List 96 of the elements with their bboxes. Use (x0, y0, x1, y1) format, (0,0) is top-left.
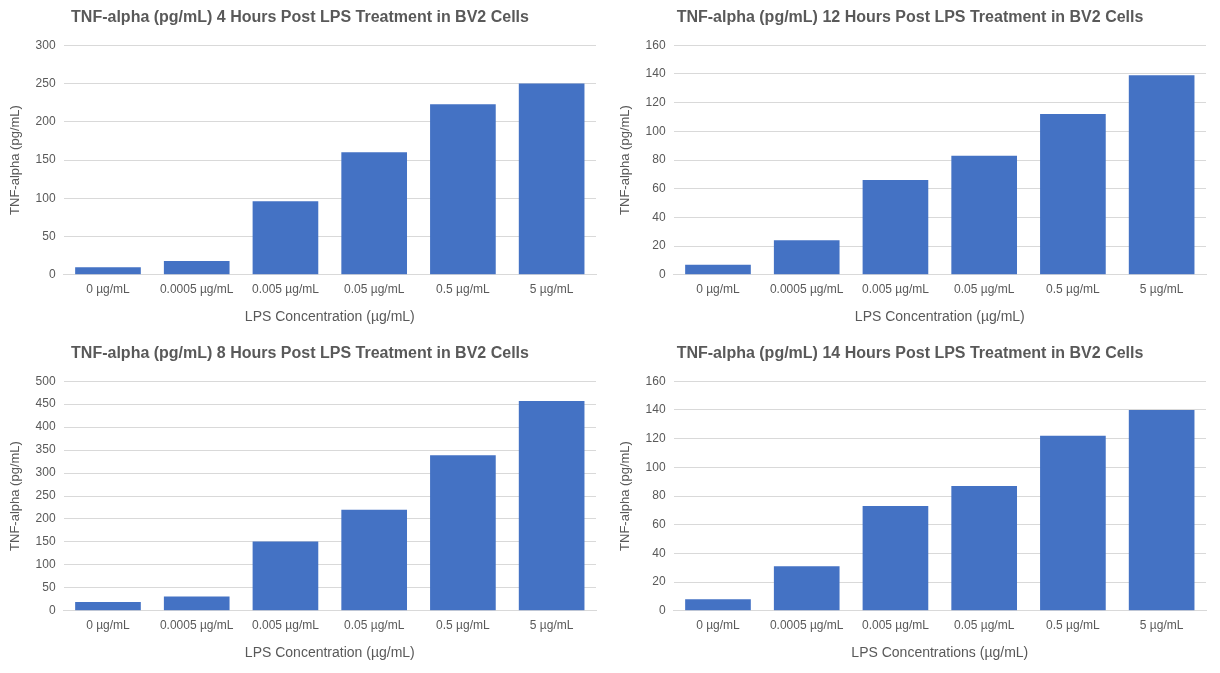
x-tick-label: 0.0005 µg/mL (769, 618, 844, 633)
y-tick-label: 300 (35, 37, 56, 52)
x-tick-label: 0.0005 µg/mL (769, 282, 844, 297)
y-tick-label: 140 (645, 402, 666, 417)
bar (773, 566, 840, 611)
x-tick-label: 0.05 µg/mL (954, 618, 1015, 633)
bar (951, 485, 1018, 611)
y-tick-label: 400 (35, 419, 56, 434)
x-axis-title: LPS Concentrations (µg/mL) (851, 644, 1029, 661)
chart-title: TNF-alpha (pg/mL) 12 Hours Post LPS Treatment in BV2 Cells (676, 8, 1144, 26)
bar (75, 267, 141, 275)
y-tick-label: 100 (35, 557, 56, 572)
y-tick-label: 20 (652, 238, 666, 253)
y-tick-label: 500 (35, 373, 56, 388)
bar (862, 180, 929, 275)
bar (773, 240, 840, 275)
y-tick-label: 0 (48, 267, 56, 282)
x-tick-label: 0.5 µg/mL (436, 618, 491, 633)
x-tick-label: 0.05 µg/mL (344, 282, 405, 297)
x-tick-label: 0.05 µg/mL (954, 282, 1015, 297)
y-tick-label: 60 (652, 181, 666, 196)
y-tick-label: 350 (35, 442, 56, 457)
y-tick-label: 20 (652, 574, 666, 589)
bar (1040, 114, 1106, 275)
y-tick-label: 150 (35, 152, 56, 167)
y-tick-label: 160 (645, 373, 666, 388)
bar (685, 264, 751, 275)
bar (341, 509, 408, 611)
y-tick-label: 200 (35, 114, 56, 129)
bar (1128, 409, 1195, 611)
x-tick-label: 0.005 µg/mL (861, 618, 930, 633)
x-tick-label: 0.5 µg/mL (436, 282, 491, 297)
chart-title: TNF-alpha (pg/mL) 14 Hours Post LPS Treatment in BV2 Cells (676, 344, 1144, 362)
y-tick-label: 450 (35, 396, 56, 411)
bar (252, 541, 319, 611)
x-tick-label: 5 µg/mL (529, 618, 574, 633)
x-axis-title: LPS Concentration (µg/mL) (244, 308, 415, 325)
y-tick-label: 100 (35, 190, 56, 205)
bar (1040, 435, 1106, 611)
bar (163, 261, 230, 275)
y-tick-label: 140 (645, 66, 666, 81)
bar (430, 455, 496, 611)
bar (163, 596, 230, 611)
chart-title: TNF-alpha (pg/mL) 8 Hours Post LPS Treatment in BV2 Cells (71, 344, 530, 362)
x-tick-label: 5 µg/mL (529, 282, 574, 297)
y-tick-label: 100 (645, 123, 666, 138)
y-tick-label: 80 (652, 152, 666, 167)
x-tick-label: 0.005 µg/mL (861, 282, 930, 297)
bar (341, 152, 408, 275)
y-tick-label: 120 (645, 430, 666, 445)
y-axis-title: TNF-alpha (pg/mL) (7, 441, 23, 551)
y-tick-label: 40 (652, 209, 666, 224)
y-tick-label: 80 (652, 488, 666, 503)
bar (518, 83, 585, 275)
bar (518, 400, 585, 611)
bar (430, 104, 496, 275)
x-tick-label: 0.005 µg/mL (251, 618, 320, 633)
bar (862, 506, 929, 611)
x-tick-label: 0.05 µg/mL (344, 618, 405, 633)
bar (951, 155, 1018, 275)
x-tick-label: 0 µg/mL (86, 282, 131, 297)
bar (685, 599, 751, 611)
y-axis-title: TNF-alpha (pg/mL) (617, 441, 633, 551)
y-tick-label: 50 (42, 580, 56, 595)
x-tick-label: 0 µg/mL (696, 282, 741, 297)
y-tick-label: 40 (652, 545, 666, 560)
y-tick-label: 100 (645, 459, 666, 474)
x-tick-label: 0.0005 µg/mL (159, 618, 234, 633)
x-tick-label: 5 µg/mL (1139, 618, 1184, 633)
chart-title: TNF-alpha (pg/mL) 4 Hours Post LPS Treatment in BV2 Cells (71, 8, 530, 26)
y-tick-label: 0 (658, 267, 666, 282)
x-tick-label: 0 µg/mL (86, 618, 131, 633)
y-tick-label: 50 (42, 228, 56, 243)
x-axis-title: LPS Concentration (µg/mL) (854, 308, 1025, 325)
y-tick-label: 160 (645, 37, 666, 52)
x-tick-label: 0 µg/mL (696, 618, 741, 633)
x-tick-label: 0.5 µg/mL (1046, 282, 1101, 297)
y-axis-title: TNF-alpha (pg/mL) (7, 105, 23, 215)
x-tick-label: 0.5 µg/mL (1046, 618, 1101, 633)
bar (1128, 75, 1195, 275)
y-tick-label: 300 (35, 465, 56, 480)
y-tick-label: 60 (652, 517, 666, 532)
y-tick-label: 150 (35, 534, 56, 549)
y-tick-label: 250 (35, 75, 56, 90)
y-tick-label: 0 (658, 603, 666, 618)
bar (252, 201, 319, 275)
y-tick-label: 200 (35, 511, 56, 526)
x-tick-label: 0.005 µg/mL (251, 282, 320, 297)
y-tick-label: 120 (645, 94, 666, 109)
x-tick-label: 0.0005 µg/mL (159, 282, 234, 297)
bar (75, 602, 141, 611)
x-axis-title: LPS Concentration (µg/mL) (244, 644, 415, 661)
x-tick-label: 5 µg/mL (1139, 282, 1184, 297)
y-tick-label: 0 (48, 603, 56, 618)
y-axis-title: TNF-alpha (pg/mL) (617, 105, 633, 215)
y-tick-label: 250 (35, 488, 56, 503)
